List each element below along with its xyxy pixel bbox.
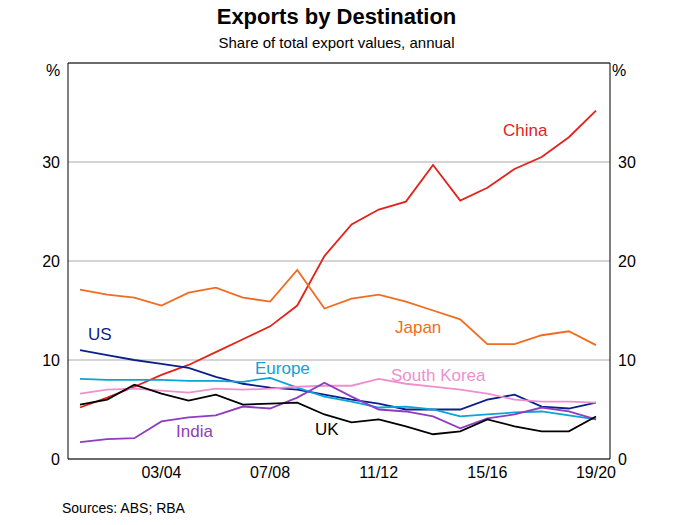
html-text:UK: UK [315,420,339,439]
svg-text:15/16: 15/16 [467,464,507,481]
svg-text:10: 10 [42,352,60,369]
html-text:Europe: Europe [255,359,310,378]
html-text:US: US [88,325,112,344]
html-text:Share of total export values,: Share of total export values, annual [218,34,455,51]
svg-text:10: 10 [618,352,636,369]
html-text:China: China [503,121,548,140]
svg-text:0: 0 [618,451,627,468]
svg-text:20: 20 [42,253,60,270]
html-text:South Korea: South Korea [391,366,486,385]
html-text:Japan: Japan [395,318,442,337]
svg-text:19/20: 19/20 [576,464,616,481]
svg-text:30: 30 [618,154,636,171]
svg-text:20: 20 [618,253,636,270]
svg-text:0: 0 [51,451,60,468]
svg-text:11/12: 11/12 [359,464,398,481]
svg-text:03/04: 03/04 [141,464,181,481]
html-text:Exports by Destination: Exports by Destination [216,4,457,29]
html-text:Sources: ABS; RBA: Sources: ABS; RBA [62,500,185,516]
svg-text:07/08: 07/08 [250,464,290,481]
html-text:India: India [176,422,213,441]
svg-text:30: 30 [42,154,60,171]
